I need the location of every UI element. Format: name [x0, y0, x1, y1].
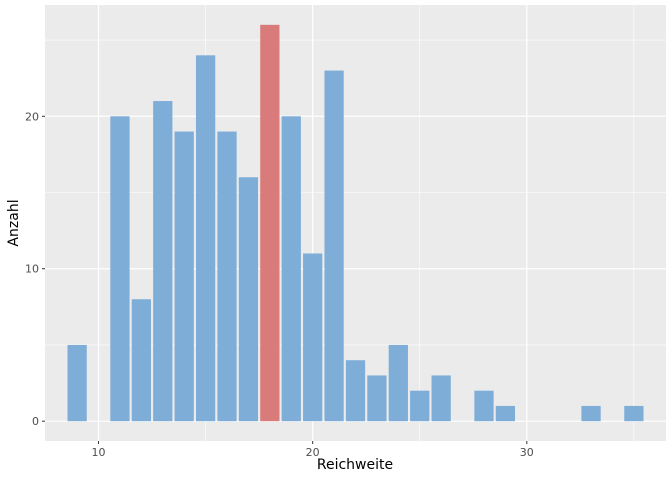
bar-highlighted	[260, 24, 280, 422]
x-axis-title: Reichweite	[317, 457, 393, 473]
bar	[174, 131, 194, 422]
bar	[153, 101, 173, 422]
bar	[238, 177, 259, 422]
bar	[217, 131, 237, 422]
bar	[388, 344, 408, 422]
x-tick-label: 20	[306, 446, 320, 459]
x-tick-label: 30	[520, 446, 534, 459]
bar	[367, 375, 387, 422]
bar	[495, 405, 516, 422]
bar	[110, 116, 130, 422]
y-axis-ticks: 0 10 20	[25, 110, 45, 428]
x-tick-label: 10	[92, 446, 106, 459]
y-tick-label: 20	[25, 110, 39, 123]
bar	[431, 375, 451, 422]
bar	[410, 390, 430, 422]
bar	[324, 70, 344, 422]
bar	[195, 55, 216, 422]
bar	[131, 299, 151, 422]
y-tick-label: 10	[25, 263, 39, 276]
x-axis-ticks: 10 20 30	[92, 441, 534, 459]
bar	[67, 344, 87, 422]
y-axis-title: Anzahl	[6, 199, 22, 246]
bar	[581, 405, 601, 422]
y-tick-label: 0	[32, 415, 39, 428]
bars	[67, 24, 644, 422]
bar	[281, 116, 301, 422]
bar	[303, 253, 323, 422]
bar	[624, 405, 644, 422]
bar	[345, 360, 366, 422]
bar	[474, 390, 494, 422]
